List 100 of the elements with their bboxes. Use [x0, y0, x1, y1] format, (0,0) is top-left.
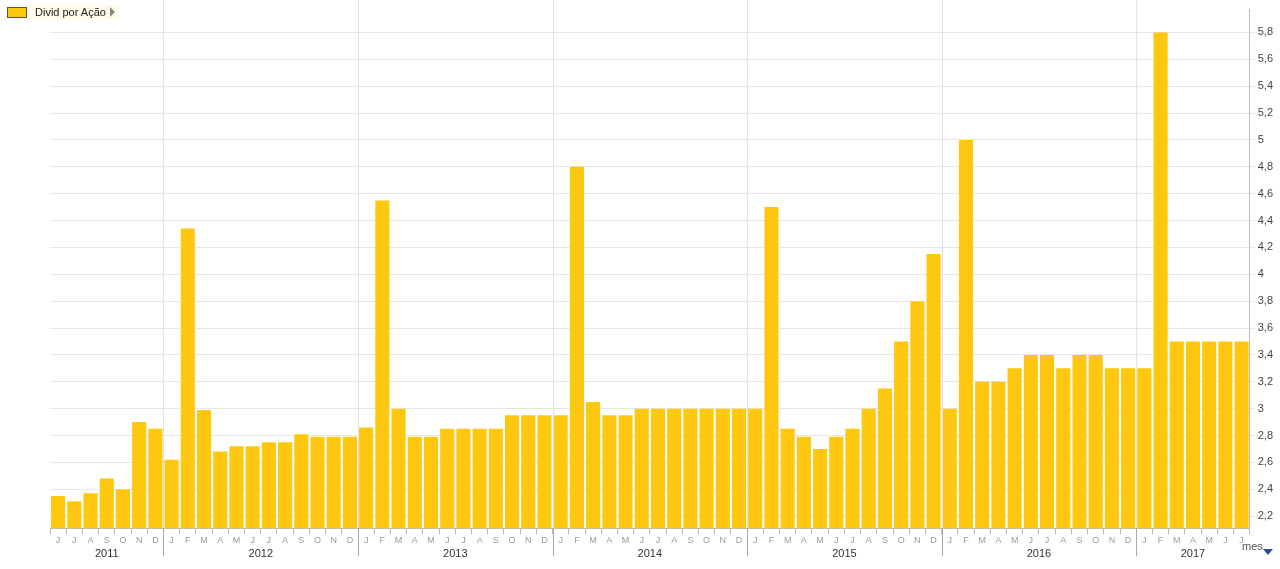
- y-tick-label: 2,2: [1257, 509, 1274, 522]
- x-tick-label: A: [1060, 535, 1067, 546]
- x-tick-label: N: [525, 535, 532, 546]
- x-tick-label: A: [995, 535, 1002, 546]
- x-tick-label: M: [427, 535, 435, 546]
- x-tick-label: O: [703, 535, 711, 546]
- x-tick-label: A: [1189, 535, 1196, 546]
- text: 2012: [248, 547, 273, 560]
- text: 2013: [443, 547, 468, 560]
- x-tick-label: D: [735, 535, 743, 546]
- x-tick-label: F: [768, 535, 775, 546]
- y-tick-label: 3,8: [1257, 294, 1274, 307]
- x-axis-title: mes: [1242, 540, 1264, 553]
- y-tick-label: 4,4: [1257, 213, 1274, 226]
- x-tick-label: D: [152, 535, 160, 546]
- x-tick-label: M: [978, 535, 986, 546]
- x-tick-label: S: [881, 535, 888, 546]
- x-tick-label: O: [508, 535, 516, 546]
- x-tick-label: D: [346, 535, 354, 546]
- y-tick-label: 3,2: [1257, 374, 1274, 387]
- x-tick-label: F: [1157, 535, 1164, 546]
- x-tick-label: S: [103, 535, 110, 546]
- text: 2014: [637, 547, 663, 560]
- x-tick-label: D: [541, 535, 549, 546]
- x-tick-label: J: [250, 535, 255, 546]
- text: 2016: [1026, 547, 1052, 560]
- x-tick-label: M: [589, 535, 597, 546]
- x-tick-label: J: [461, 535, 466, 546]
- x-tick-label: M: [200, 535, 208, 546]
- x-tick-label: O: [313, 535, 322, 546]
- x-tick-label: M: [1173, 535, 1181, 546]
- x-tick-label: S: [687, 535, 694, 546]
- x-tick-label: J: [655, 535, 661, 546]
- x-tick-label: A: [671, 535, 678, 546]
- x-tick-label: A: [606, 535, 613, 546]
- x-tick-label: J: [1239, 535, 1244, 546]
- x-tick-label: O: [897, 535, 905, 546]
- x-tick-label: A: [411, 535, 418, 546]
- legend-label: Divid por Ação: [35, 6, 106, 18]
- y-tick-label: 4,2: [1257, 240, 1274, 253]
- y-tick-label: 3,4: [1257, 347, 1274, 360]
- text: 2011: [94, 547, 119, 560]
- x-tick-label: A: [87, 535, 94, 546]
- x-tick-label: M: [816, 535, 824, 546]
- x-tick-label: M: [783, 535, 792, 546]
- x-tick-label: J: [752, 535, 758, 546]
- x-tick-label: J: [639, 535, 644, 546]
- x-tick-label: A: [217, 535, 224, 546]
- x-tick-label: J: [834, 535, 839, 546]
- y-tick-label: 5,2: [1257, 106, 1274, 119]
- x-tick-label: N: [330, 535, 337, 546]
- x-tick-label: J: [947, 535, 953, 546]
- x-tick-label: M: [621, 535, 630, 546]
- y-tick-label: 2,6: [1257, 455, 1274, 468]
- x-tick-label: D: [930, 535, 938, 546]
- x-tick-label: A: [476, 535, 483, 546]
- x-tick-label: S: [1076, 535, 1083, 546]
- x-tick-label: F: [963, 535, 970, 546]
- x-tick-label: D: [1124, 535, 1132, 546]
- x-tick-label: N: [719, 535, 727, 546]
- x-tick-label: J: [850, 535, 855, 546]
- x-tick-label: M: [1010, 535, 1019, 546]
- x-tick-label: J: [444, 535, 450, 546]
- x-tick-label: J: [169, 535, 174, 546]
- x-tick-label: A: [865, 535, 872, 546]
- x-tick-label: F: [379, 535, 386, 546]
- x-tick-label: A: [800, 535, 807, 546]
- y-tick-label: 3: [1257, 401, 1264, 414]
- y-tick-label: 2,4: [1257, 482, 1274, 495]
- y-tick-label: 4: [1257, 267, 1264, 280]
- x-tick-label: M: [1205, 535, 1213, 546]
- x-tick-label: J: [72, 535, 77, 546]
- y-tick-label: 5,8: [1257, 25, 1274, 38]
- x-tick-label: M: [394, 535, 403, 546]
- x-tick-label: F: [574, 535, 581, 546]
- y-tick-label: 4,8: [1257, 159, 1274, 172]
- x-tick-label: N: [914, 535, 921, 546]
- y-tick-label: 5,4: [1257, 79, 1274, 92]
- x-tick-label: O: [1092, 535, 1100, 546]
- y-tick-label: 2,8: [1257, 428, 1274, 441]
- x-tick-label: A: [282, 535, 289, 546]
- text: 2017: [1180, 547, 1206, 560]
- x-tick-label: M: [232, 535, 241, 546]
- x-tick-label: S: [298, 535, 305, 546]
- x-tick-label: O: [119, 535, 127, 546]
- x-tick-label: J: [558, 535, 563, 546]
- y-tick-label: 3,6: [1257, 321, 1274, 334]
- x-tick-label: N: [1108, 535, 1116, 546]
- x-tick-label: S: [492, 535, 499, 546]
- x-tick-label: J: [1028, 535, 1034, 546]
- text: 2015: [832, 547, 857, 560]
- x-tick-label: J: [1044, 535, 1050, 546]
- x-tick-label: N: [135, 535, 143, 546]
- x-tick-label: J: [55, 535, 61, 546]
- x-tick-label: J: [266, 535, 272, 546]
- x-tick-label: J: [1223, 535, 1228, 546]
- x-tick-label: J: [363, 535, 369, 546]
- y-tick-label: 5: [1257, 132, 1264, 145]
- x-tick-label: F: [185, 535, 192, 546]
- y-tick-label: 4,6: [1257, 186, 1274, 199]
